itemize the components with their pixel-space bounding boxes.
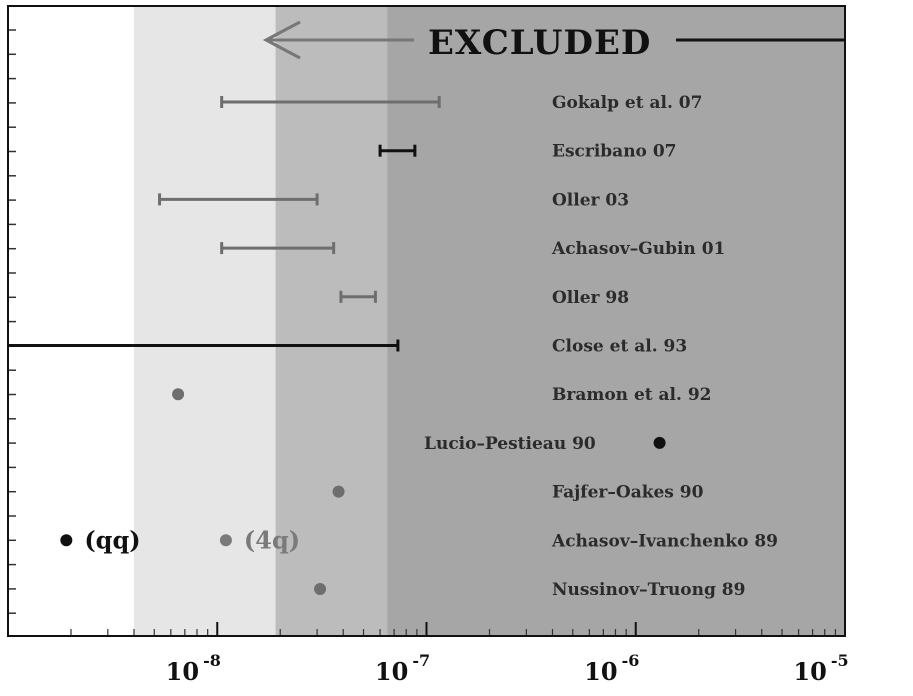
entry-label: Fajfer–Oakes 90 bbox=[552, 483, 704, 503]
shaded-region-2 bbox=[387, 6, 845, 636]
point-marker bbox=[219, 534, 232, 547]
point-marker bbox=[314, 583, 327, 595]
entry-label: Close et al. 93 bbox=[552, 337, 687, 357]
entry-gokalp-et-al-07: Gokalp et al. 07 bbox=[220, 93, 702, 113]
entry-label: Oller 03 bbox=[552, 190, 629, 210]
x-tick-label: 10 -5 bbox=[793, 651, 848, 686]
entry-bramon-et-al-92: Bramon et al. 92 bbox=[172, 385, 712, 405]
data-entries: Gokalp et al. 07 Escribano 07 Oller 03 Acha… bbox=[8, 93, 778, 600]
point-marker bbox=[653, 436, 666, 449]
x-axis-ticks: 10 -8 10 -7 10 -6 10 -5 bbox=[166, 622, 849, 686]
entry-label: Lucio–Pestieau 90 bbox=[424, 434, 596, 454]
entry-nussinov-truong-89: Nussinov–Truong 89 bbox=[314, 580, 745, 600]
entry-achasov-gubin-01: Achasov–Gubin 01 bbox=[220, 239, 725, 259]
entry-escribano-07: Escribano 07 bbox=[378, 142, 676, 162]
entry-label: Achasov–Ivanchenko 89 bbox=[551, 531, 778, 551]
entry-close-et-al-93: Close et al. 93 bbox=[8, 337, 687, 357]
entry-label: Bramon et al. 92 bbox=[552, 385, 712, 405]
entry-oller-98: Oller 98 bbox=[339, 288, 629, 308]
entry-lucio-pestieau-90: Lucio–Pestieau 90 bbox=[424, 434, 666, 454]
excluded-marker: EXCLUDED bbox=[262, 20, 845, 63]
x-tick-label: 10 -7 bbox=[375, 651, 430, 686]
entry-oller-03: Oller 03 bbox=[158, 190, 629, 210]
point-annotation: (4q) bbox=[244, 525, 300, 554]
entry-label: Escribano 07 bbox=[552, 142, 676, 162]
shaded-regions bbox=[133, 6, 845, 636]
entry-fajfer-oakes-90: Fajfer–Oakes 90 bbox=[332, 483, 704, 503]
excluded-arrow-head bbox=[262, 20, 301, 60]
point-marker bbox=[172, 388, 185, 401]
entry-label: Nussinov–Truong 89 bbox=[552, 580, 745, 600]
x-tick-label: 10 -8 bbox=[166, 651, 221, 686]
x-tick-label: 10 -6 bbox=[584, 651, 639, 686]
point-marker bbox=[332, 485, 345, 498]
excluded-label: EXCLUDED bbox=[428, 23, 651, 63]
entry-label: Achasov–Gubin 01 bbox=[551, 239, 725, 259]
point-marker bbox=[60, 534, 73, 547]
entry-achasov-ivanchenko-89: (qq) (4q) Achasov–Ivanchenko 89 bbox=[60, 525, 778, 554]
entry-label: Gokalp et al. 07 bbox=[552, 93, 702, 113]
point-annotation: (qq) bbox=[84, 525, 140, 554]
entry-label: Oller 98 bbox=[552, 288, 629, 308]
